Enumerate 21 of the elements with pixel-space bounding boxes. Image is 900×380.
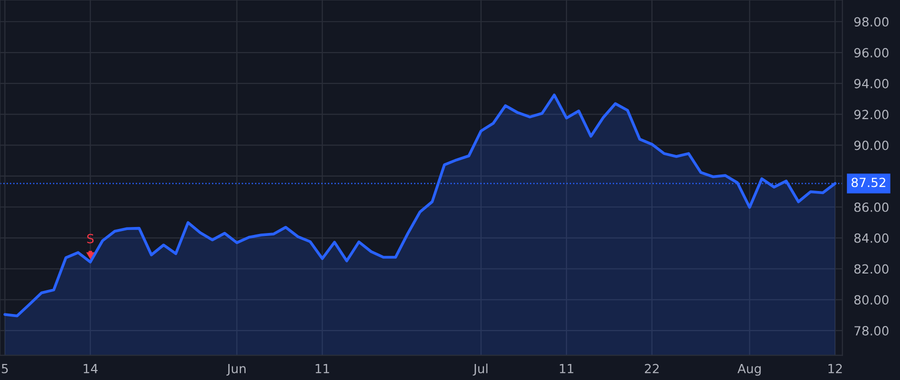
y-tick-label: 78.00 [854,326,888,336]
x-tick-label: 12 [828,364,842,374]
x-tick-label: 11 [316,364,330,374]
y-tick-label: 82.00 [854,264,888,274]
y-tick-label: 94.00 [854,78,888,88]
x-tick-label: 14 [84,364,98,374]
y-tick-label: 98.00 [854,17,888,27]
y-tick-label: 90.00 [854,140,888,150]
x-tick-label: Jun [226,364,246,376]
annotation: S [87,234,94,244]
y-tick-label: 84.00 [854,233,888,243]
ref-line-label: 87.52 [852,178,886,188]
y-tick-label: 86.00 [854,202,888,212]
y-tick-label: 80.00 [854,295,888,305]
x-tick-label: Aug [738,364,761,376]
y-tick-label: 92.00 [854,110,888,120]
y-tick-label: 96.00 [854,48,888,58]
x-tick-label: 11 [560,364,574,374]
x-tick-label: 22 [644,364,659,374]
x-tick-label: 5 [2,364,8,374]
x-tick-label: Jul [472,364,488,376]
